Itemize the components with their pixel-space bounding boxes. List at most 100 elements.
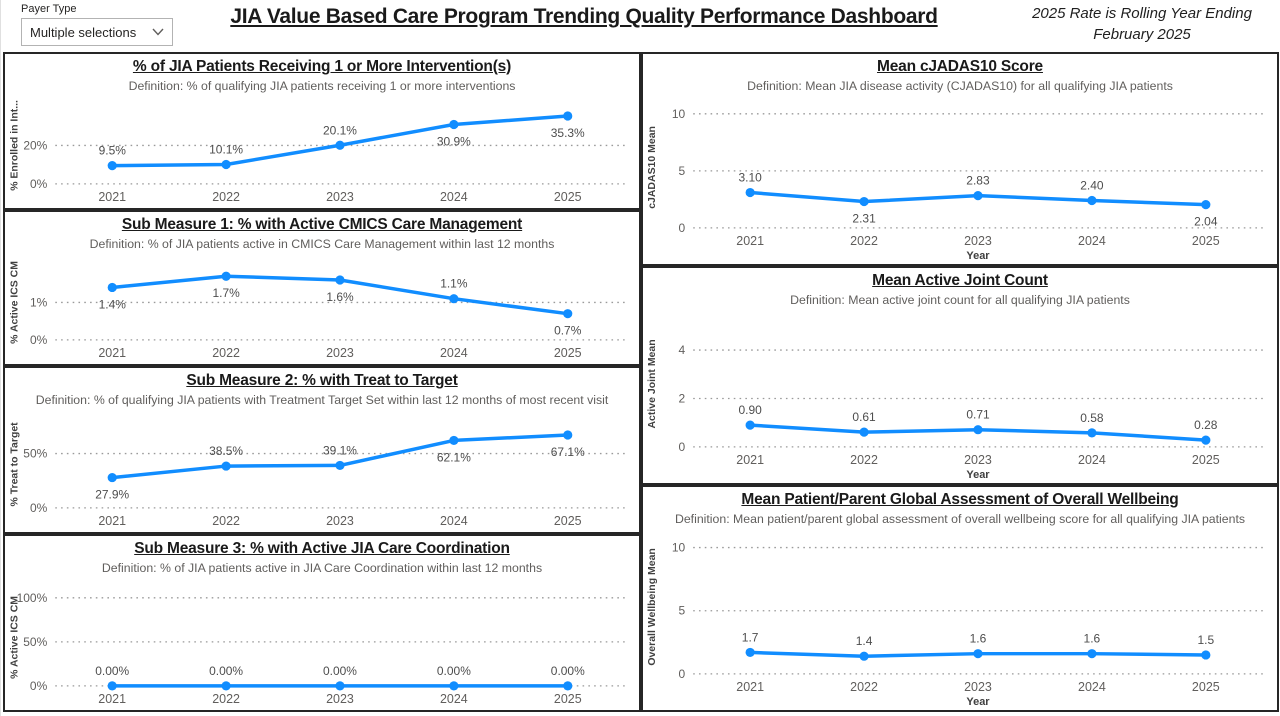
line-chart-overall-wellbeing[interactable]: 0 5 10 Overall Wellbeing Mean 2021 2022 2023 20…	[643, 527, 1277, 710]
svg-text:% Active ICS CM: % Active ICS CM	[9, 261, 20, 344]
svg-text:2.04: 2.04	[1194, 215, 1218, 229]
line-chart-active-joint-count[interactable]: 0 2 4 Active Joint Mean 2021 2022 2023 2024 2025…	[643, 308, 1277, 483]
svg-text:1.6%: 1.6%	[326, 290, 354, 304]
rolling-year-note-line1: 2025 Rate is Rolling Year Ending	[1032, 5, 1252, 22]
svg-text:2023: 2023	[326, 692, 354, 706]
svg-text:2.40: 2.40	[1080, 179, 1104, 193]
svg-text:20.1%: 20.1%	[323, 123, 357, 137]
svg-text:0%: 0%	[30, 177, 48, 191]
svg-text:Year: Year	[966, 250, 990, 262]
svg-text:cJADAS10 Mean: cJADAS10 Mean	[647, 126, 658, 209]
payer-type-slicer: Payer Type Multiple selections	[21, 3, 173, 46]
chart-title: Mean Active Joint Count	[872, 272, 1048, 289]
svg-text:% Treat to Target: % Treat to Target	[9, 422, 20, 507]
svg-text:30.9%: 30.9%	[437, 135, 471, 149]
panel-cmics-care-management: Sub Measure 1: % with Active CMICS Care …	[3, 210, 641, 366]
line-chart-interventions[interactable]: 0% 20%% Enrolled in Int... 2021 2022 2023 202…	[5, 94, 639, 208]
svg-text:2024: 2024	[440, 346, 468, 360]
svg-text:4: 4	[679, 343, 686, 357]
svg-text:2021: 2021	[736, 234, 764, 248]
line-chart-treat-to-target[interactable]: 0% 50%% Treat to Target 2021 2022 2023 2024 20…	[5, 408, 639, 532]
svg-text:2023: 2023	[964, 453, 992, 467]
chart-definition: Definition: Mean patient/parent global a…	[674, 512, 1246, 527]
svg-text:38.5%: 38.5%	[209, 444, 243, 458]
svg-text:0.7%: 0.7%	[554, 324, 582, 338]
svg-text:9.5%: 9.5%	[99, 144, 127, 158]
svg-text:0.00%: 0.00%	[209, 664, 243, 678]
svg-text:0.58: 0.58	[1080, 411, 1104, 425]
svg-text:0.61: 0.61	[852, 410, 876, 424]
svg-text:5: 5	[679, 164, 686, 178]
svg-text:10.1%: 10.1%	[209, 143, 243, 157]
svg-text:2.83: 2.83	[966, 174, 990, 188]
panel-cjadas10: Mean cJADAS10 Score Definition: Mean JIA…	[641, 52, 1279, 266]
svg-text:0.00%: 0.00%	[323, 664, 357, 678]
svg-text:0.00%: 0.00%	[95, 664, 129, 678]
svg-text:0.00%: 0.00%	[551, 664, 585, 678]
svg-text:2023: 2023	[326, 190, 354, 204]
svg-text:2021: 2021	[98, 514, 126, 528]
svg-text:2024: 2024	[1078, 234, 1106, 248]
svg-text:2022: 2022	[212, 514, 240, 528]
svg-text:2: 2	[679, 392, 686, 406]
svg-text:2023: 2023	[326, 346, 354, 360]
chart-definition: Definition: % of qualifying JIA patients…	[128, 79, 516, 94]
panel-interventions: % of JIA Patients Receiving 1 or More In…	[3, 52, 641, 210]
line-chart-care-coordination[interactable]: 0% 50% 100%% Active ICS CM 2021 2022 2023 2024…	[5, 576, 639, 710]
panel-active-joint-count: Mean Active Joint Count Definition: Mean…	[641, 266, 1279, 485]
payer-type-label: Payer Type	[21, 3, 77, 15]
svg-text:2024: 2024	[440, 190, 468, 204]
svg-text:Active Joint Mean: Active Joint Mean	[647, 340, 658, 429]
chart-definition: Definition: % of JIA patients active in …	[89, 237, 555, 252]
payer-type-dropdown[interactable]: Multiple selections	[21, 18, 173, 46]
chart-title: Mean cJADAS10 Score	[877, 58, 1043, 75]
line-chart-cjadas10[interactable]: 0 5 10 cJADAS10 Mean 2021 2022 2023 2024 2025 Yea…	[643, 94, 1277, 264]
svg-text:1.1%: 1.1%	[440, 277, 468, 291]
svg-text:50%: 50%	[23, 447, 47, 461]
svg-text:2022: 2022	[212, 190, 240, 204]
svg-text:0.90: 0.90	[738, 403, 762, 417]
svg-text:1.6: 1.6	[1084, 632, 1101, 646]
svg-text:2021: 2021	[98, 346, 126, 360]
svg-text:27.9%: 27.9%	[95, 488, 129, 502]
svg-text:1.7%: 1.7%	[212, 286, 240, 300]
svg-text:2024: 2024	[1078, 680, 1106, 694]
rolling-year-note-line2: February 2025	[1093, 26, 1191, 43]
svg-text:0: 0	[679, 667, 686, 681]
svg-text:10: 10	[672, 107, 686, 121]
svg-text:2023: 2023	[964, 234, 992, 248]
chart-definition: Definition: Mean JIA disease activity (C…	[747, 79, 1173, 94]
svg-text:Year: Year	[966, 696, 990, 708]
chart-title: Mean Patient/Parent Global Assessment of…	[741, 491, 1179, 508]
svg-text:0: 0	[679, 440, 686, 454]
svg-text:0%: 0%	[30, 333, 48, 347]
svg-text:2022: 2022	[850, 234, 878, 248]
svg-text:2024: 2024	[440, 514, 468, 528]
svg-text:1.4%: 1.4%	[99, 298, 127, 312]
svg-text:2025: 2025	[554, 346, 582, 360]
svg-text:0%: 0%	[30, 679, 48, 693]
svg-text:Year: Year	[966, 469, 990, 481]
svg-text:0: 0	[679, 221, 686, 235]
svg-text:2022: 2022	[850, 680, 878, 694]
svg-text:0.71: 0.71	[966, 408, 990, 422]
svg-text:2023: 2023	[326, 514, 354, 528]
svg-text:1%: 1%	[30, 296, 48, 310]
rolling-year-note: 2025 Rate is Rolling Year Ending Februar…	[1011, 3, 1273, 45]
svg-text:2023: 2023	[964, 680, 992, 694]
svg-text:2025: 2025	[1192, 453, 1220, 467]
chart-definition: Definition: Mean active joint count for …	[790, 293, 1130, 308]
line-chart-cmics-care-management[interactable]: 0% 1% % Active ICS CM 2021 2022 2023 2024 2025 1…	[5, 252, 639, 364]
svg-text:62.1%: 62.1%	[437, 451, 471, 465]
svg-text:2021: 2021	[736, 453, 764, 467]
svg-text:2025: 2025	[1192, 234, 1220, 248]
svg-text:0%: 0%	[30, 501, 48, 515]
svg-text:100%: 100%	[17, 591, 48, 605]
svg-text:2021: 2021	[736, 680, 764, 694]
svg-text:20%: 20%	[23, 139, 47, 153]
svg-text:2024: 2024	[440, 692, 468, 706]
svg-text:35.3%: 35.3%	[551, 126, 585, 140]
svg-text:2022: 2022	[850, 453, 878, 467]
payer-type-value: Multiple selections	[30, 24, 137, 40]
panel-treat-to-target: Sub Measure 2: % with Treat to Target De…	[3, 366, 641, 534]
